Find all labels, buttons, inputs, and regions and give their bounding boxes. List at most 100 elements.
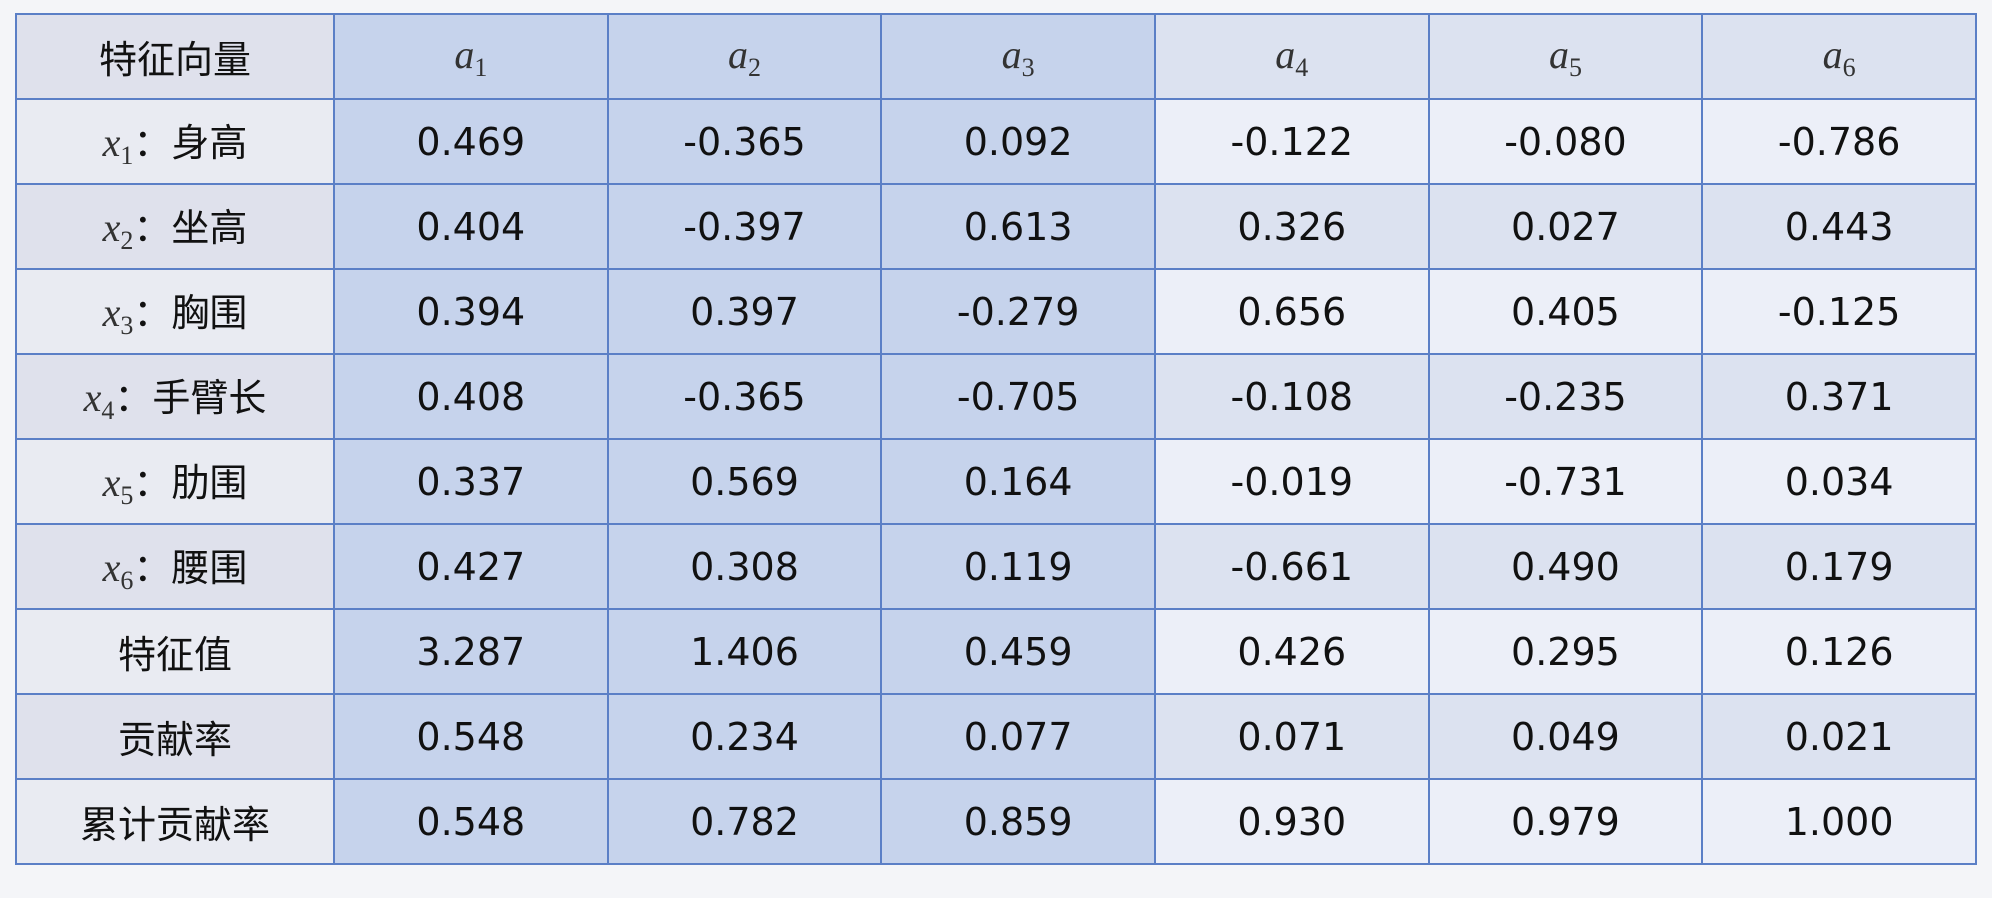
- row-label: 累计贡献率: [15, 778, 335, 865]
- cell: 0.049: [1427, 693, 1704, 780]
- row-label: 特征向量: [15, 13, 335, 100]
- table-body: 特征向量 a1 a2 a3 a4 a5 a6 x1：身高 0.469 -0.365 0.092 -0.…: [15, 13, 1977, 865]
- cell: -0.397: [606, 183, 883, 270]
- cell: -0.731: [1427, 438, 1704, 525]
- cell: 0.548: [333, 778, 609, 865]
- variable: x: [102, 545, 121, 590]
- cell: a6: [1701, 13, 1977, 100]
- cell: 0.126: [1701, 608, 1977, 695]
- cell: 0.179: [1701, 523, 1977, 610]
- variable: a: [1001, 31, 1022, 77]
- cell: 0.397: [606, 268, 883, 355]
- cell: -0.279: [880, 268, 1156, 355]
- subscript: 3: [1021, 52, 1035, 82]
- variable: a: [454, 31, 475, 77]
- cell: 0.371: [1701, 353, 1977, 440]
- cell: -0.108: [1153, 353, 1430, 440]
- subscript: 1: [474, 52, 488, 82]
- cell: a3: [880, 13, 1156, 100]
- label-text: ：手臂长: [114, 376, 267, 420]
- cell: 0.782: [606, 778, 883, 865]
- cell: 0.656: [1153, 268, 1430, 355]
- data-row: x1：身高 0.469 -0.365 0.092 -0.122 -0.080 -0.786: [15, 98, 1977, 185]
- cell: 0.426: [1153, 608, 1430, 695]
- cell: 0.569: [606, 438, 883, 525]
- cell: 0.859: [880, 778, 1156, 865]
- subscript: 6: [120, 566, 134, 595]
- data-row: 贡献率 0.548 0.234 0.077 0.071 0.049 0.021: [15, 693, 1977, 780]
- label-text: ：坐高: [133, 206, 248, 250]
- cell: -0.661: [1153, 523, 1430, 610]
- row-label: 贡献率: [15, 693, 335, 780]
- cell: 0.979: [1427, 778, 1704, 865]
- cell: 0.027: [1427, 183, 1704, 270]
- variable: x: [83, 375, 102, 420]
- data-row: 累计贡献率 0.548 0.782 0.859 0.930 0.979 1.000: [15, 778, 1977, 865]
- row-label: x5：肋围: [15, 438, 335, 525]
- cell: 3.287: [333, 608, 609, 695]
- variable: a: [727, 31, 748, 77]
- variable: a: [1548, 31, 1569, 77]
- cell: 0.021: [1701, 693, 1977, 780]
- cell: 1.406: [606, 608, 883, 695]
- data-row: x5：肋围 0.337 0.569 0.164 -0.019 -0.731 0.034: [15, 438, 1977, 525]
- cell: 0.490: [1427, 523, 1704, 610]
- subscript: 4: [1295, 52, 1309, 82]
- cell: a1: [333, 13, 609, 100]
- cell: 0.394: [333, 268, 609, 355]
- data-row: x6：腰围 0.427 0.308 0.119 -0.661 0.490 0.179: [15, 523, 1977, 610]
- subscript: 5: [1568, 52, 1582, 82]
- row-label: 特征值: [15, 608, 335, 695]
- cell: -0.019: [1153, 438, 1430, 525]
- subscript: 5: [120, 481, 134, 510]
- cell: 0.034: [1701, 438, 1977, 525]
- label-text: ：腰围: [133, 546, 248, 590]
- cell: 0.234: [606, 693, 883, 780]
- cell: -0.125: [1701, 268, 1977, 355]
- cell: -0.705: [880, 353, 1156, 440]
- cell: 0.119: [880, 523, 1156, 610]
- variable: x: [102, 205, 121, 250]
- cell: 0.405: [1427, 268, 1704, 355]
- cell: -0.365: [606, 353, 883, 440]
- subscript: 3: [120, 311, 134, 340]
- cell: 0.077: [880, 693, 1156, 780]
- cell: 0.613: [880, 183, 1156, 270]
- cell: -0.122: [1153, 98, 1430, 185]
- row-label: x2：坐高: [15, 183, 335, 270]
- variable: a: [1275, 31, 1296, 77]
- subscript: 4: [101, 396, 115, 425]
- data-row: x2：坐高 0.404 -0.397 0.613 0.326 0.027 0.443: [15, 183, 1977, 270]
- cell: a2: [606, 13, 883, 100]
- variable: x: [102, 120, 121, 165]
- cell: -0.080: [1427, 98, 1704, 185]
- cell: 0.071: [1153, 693, 1430, 780]
- cell: 0.404: [333, 183, 609, 270]
- subscript: 2: [120, 226, 134, 255]
- cell: -0.786: [1701, 98, 1977, 185]
- cell: a5: [1427, 13, 1704, 100]
- data-row: x4：手臂长 0.408 -0.365 -0.705 -0.108 -0.235 0.371: [15, 353, 1977, 440]
- cell: 0.164: [880, 438, 1156, 525]
- subscript: 6: [1842, 52, 1856, 82]
- subscript: 1: [120, 141, 134, 170]
- cell: 0.469: [333, 98, 609, 185]
- subscript: 2: [747, 52, 761, 82]
- variable: x: [102, 290, 121, 335]
- cell: 1.000: [1701, 778, 1977, 865]
- cell: a4: [1153, 13, 1430, 100]
- cell: 0.326: [1153, 183, 1430, 270]
- variable: x: [102, 460, 121, 505]
- label-text: ：身高: [133, 121, 248, 165]
- variable: a: [1822, 31, 1843, 77]
- row-label: x3：胸围: [15, 268, 335, 355]
- cell: 0.295: [1427, 608, 1704, 695]
- cell: 0.308: [606, 523, 883, 610]
- header-row: 特征向量 a1 a2 a3 a4 a5 a6: [15, 13, 1977, 100]
- cell: 0.930: [1153, 778, 1430, 865]
- cell: -0.365: [606, 98, 883, 185]
- label-text: ：肋围: [133, 461, 248, 505]
- cell: 0.427: [333, 523, 609, 610]
- cell: 0.459: [880, 608, 1156, 695]
- data-row: x3：胸围 0.394 0.397 -0.279 0.656 0.405 -0.125: [15, 268, 1977, 355]
